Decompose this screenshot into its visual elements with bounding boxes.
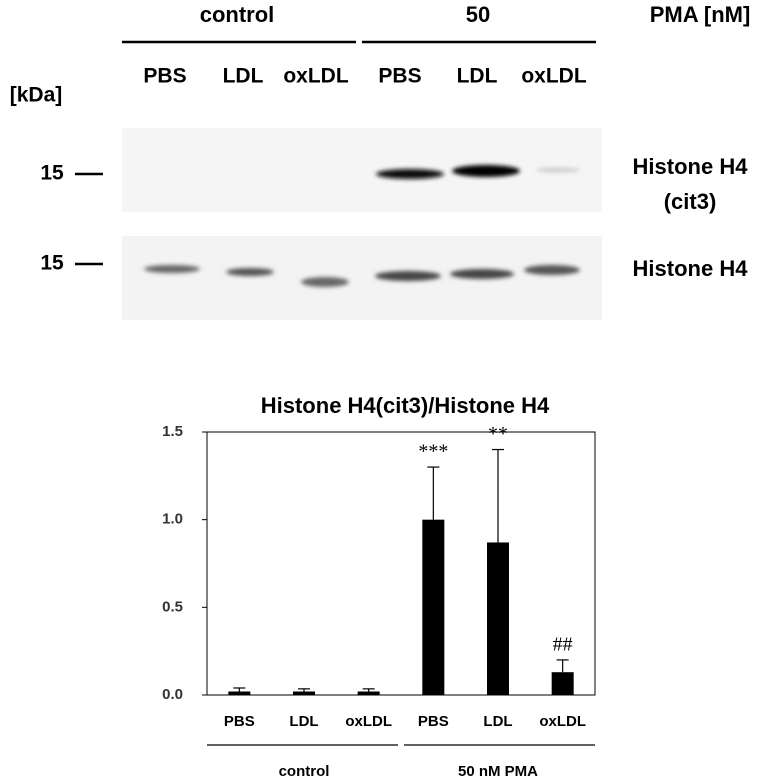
marker-label: 15 [40,252,64,275]
band [450,269,514,279]
group-label: 50 [466,2,490,27]
lane-label: PBS [143,65,186,88]
blot-label: (cit3) [664,189,717,214]
group-label: control [200,2,275,27]
chart-title: Histone H4(cit3)/Histone H4 [261,393,550,418]
unit-label: PMA [nM] [650,2,751,27]
x-tick-label: LDL [289,713,318,730]
bar [228,691,251,695]
y-tick-label: 0.0 [162,686,183,703]
lane-label: PBS [378,65,421,88]
band [376,169,444,179]
blot-label: Histone H4 [633,154,749,179]
band [452,165,520,177]
lane-label: oxLDL [521,65,587,88]
bar [551,672,574,695]
band [375,271,441,281]
bar [487,542,509,695]
blot-panel [122,128,602,212]
x-tick-label: PBS [224,713,255,730]
significance: ** [488,423,508,445]
band [524,265,580,275]
significance: ## [553,634,573,656]
significance: *** [418,441,448,463]
band [301,277,349,287]
x-tick-label: PBS [418,713,449,730]
x-tick-label: oxLDL [539,713,586,730]
blot-label: Histone H4 [633,256,749,281]
band [226,268,274,276]
x-tick-label: oxLDL [345,713,392,730]
y-tick-label: 1.5 [162,423,183,440]
group-label: control [279,763,330,780]
group-label: 50 nM PMA [458,763,538,780]
lane-label: oxLDL [283,65,349,88]
band [536,167,580,173]
plot-frame [206,431,596,696]
bar [422,519,445,695]
y-tick-label: 0.5 [162,598,183,615]
bar [357,691,380,695]
bar [293,691,315,695]
x-tick-label: LDL [483,713,512,730]
y-tick-label: 1.0 [162,511,183,528]
size-unit: [kDa] [10,84,63,107]
lane-label: LDL [223,65,264,88]
blot-panel [122,236,602,320]
band [144,265,200,273]
lane-label: LDL [457,65,498,88]
marker-label: 15 [40,162,64,185]
